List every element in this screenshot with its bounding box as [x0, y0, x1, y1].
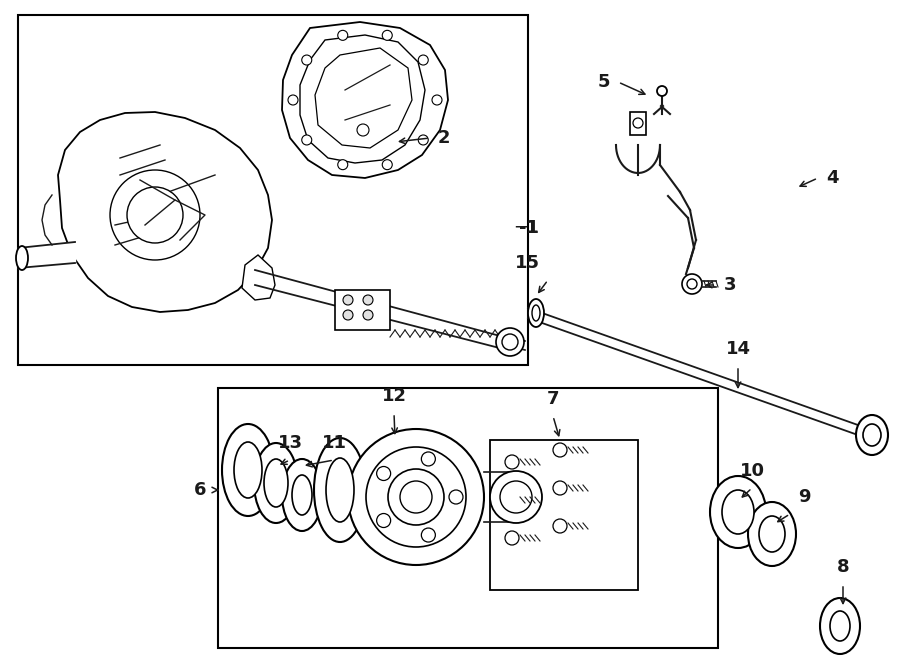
Circle shape — [302, 55, 311, 65]
Ellipse shape — [820, 598, 860, 654]
Circle shape — [127, 187, 183, 243]
Ellipse shape — [863, 424, 881, 446]
Circle shape — [633, 118, 643, 128]
Circle shape — [553, 481, 567, 495]
Text: 2: 2 — [438, 129, 451, 147]
Circle shape — [432, 95, 442, 105]
Circle shape — [449, 490, 463, 504]
Circle shape — [418, 55, 428, 65]
Ellipse shape — [292, 475, 312, 515]
Ellipse shape — [748, 502, 796, 566]
Circle shape — [421, 452, 436, 466]
Circle shape — [338, 160, 347, 169]
Text: 9: 9 — [798, 488, 811, 506]
Circle shape — [421, 528, 436, 542]
Ellipse shape — [722, 490, 754, 534]
Circle shape — [376, 467, 391, 481]
Circle shape — [388, 469, 444, 525]
Circle shape — [418, 135, 428, 145]
Bar — [218, 388, 718, 648]
Circle shape — [505, 493, 519, 507]
Text: 12: 12 — [382, 387, 407, 405]
Bar — [335, 290, 390, 330]
Text: 11: 11 — [321, 434, 347, 452]
Circle shape — [302, 135, 311, 145]
Text: -1: -1 — [519, 219, 539, 237]
Circle shape — [348, 429, 484, 565]
Circle shape — [682, 274, 702, 294]
Bar — [490, 440, 638, 590]
Circle shape — [343, 295, 353, 305]
Circle shape — [376, 514, 391, 528]
Ellipse shape — [830, 611, 850, 641]
Circle shape — [400, 481, 432, 513]
Ellipse shape — [234, 442, 262, 498]
Circle shape — [366, 447, 466, 547]
Circle shape — [363, 295, 373, 305]
Circle shape — [363, 310, 373, 320]
Circle shape — [338, 30, 347, 40]
Circle shape — [553, 443, 567, 457]
Circle shape — [505, 455, 519, 469]
Text: ─1: ─1 — [515, 219, 538, 237]
Ellipse shape — [532, 305, 540, 321]
Ellipse shape — [16, 246, 28, 270]
Ellipse shape — [759, 516, 785, 552]
Text: 6: 6 — [194, 481, 206, 499]
Ellipse shape — [528, 299, 544, 327]
Text: 3: 3 — [724, 276, 736, 294]
Circle shape — [657, 86, 667, 96]
Circle shape — [500, 481, 532, 513]
Text: 8: 8 — [837, 558, 850, 576]
Polygon shape — [282, 22, 448, 178]
Circle shape — [505, 531, 519, 545]
Polygon shape — [242, 255, 275, 300]
Circle shape — [288, 95, 298, 105]
Circle shape — [357, 124, 369, 136]
Text: 15: 15 — [515, 254, 540, 272]
Text: 14: 14 — [725, 340, 751, 358]
Circle shape — [553, 519, 567, 533]
Ellipse shape — [326, 458, 354, 522]
Polygon shape — [315, 48, 412, 148]
Ellipse shape — [710, 476, 766, 548]
Text: 4: 4 — [826, 169, 839, 187]
Circle shape — [110, 170, 200, 260]
Bar — [630, 112, 646, 135]
Ellipse shape — [282, 459, 322, 531]
Ellipse shape — [222, 424, 274, 516]
Text: 7: 7 — [547, 390, 559, 408]
Circle shape — [382, 160, 392, 169]
Polygon shape — [300, 35, 425, 163]
Ellipse shape — [856, 415, 888, 455]
Circle shape — [343, 310, 353, 320]
Circle shape — [382, 30, 392, 40]
Text: 5: 5 — [598, 73, 610, 91]
Text: 13: 13 — [277, 434, 302, 452]
Ellipse shape — [314, 438, 366, 542]
Circle shape — [687, 279, 697, 289]
Ellipse shape — [264, 459, 288, 507]
Circle shape — [490, 471, 542, 523]
Bar — [18, 15, 528, 365]
Polygon shape — [58, 112, 272, 312]
Text: 10: 10 — [740, 462, 764, 480]
Ellipse shape — [254, 443, 298, 523]
Circle shape — [502, 334, 518, 350]
Circle shape — [496, 328, 524, 356]
